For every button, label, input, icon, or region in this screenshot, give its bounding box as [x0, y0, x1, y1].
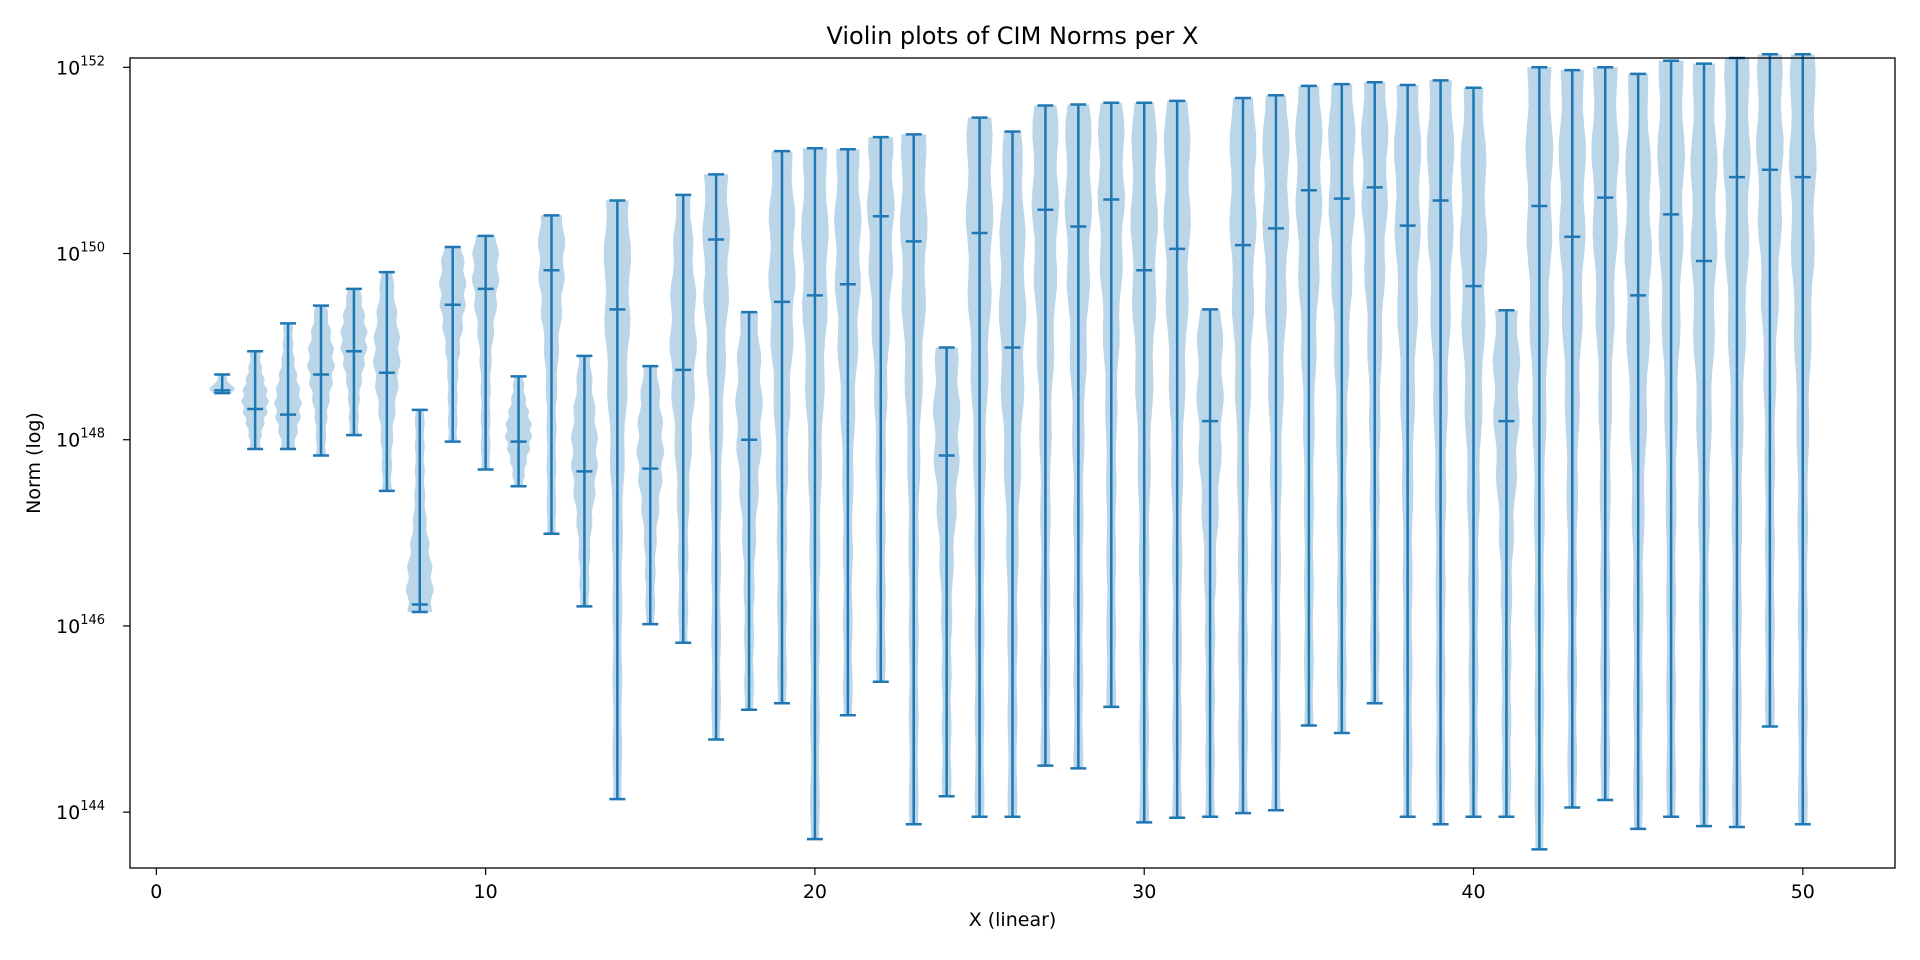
y-tick-label: 10148 — [56, 427, 105, 452]
y-tick-label: 10146 — [56, 613, 105, 638]
violin-x-19 — [768, 149, 796, 705]
violin-x-44 — [1591, 66, 1619, 802]
plot-frame — [129, 57, 1896, 869]
violin-x-8 — [406, 408, 434, 614]
violin-x-11 — [504, 375, 533, 488]
violin-x-28 — [1064, 103, 1093, 770]
violin-x-36 — [1328, 82, 1356, 735]
violin-x-37 — [1361, 80, 1389, 705]
violin-x-5 — [307, 304, 335, 457]
x-axis: 0 10 20 30 40 50 — [150, 868, 1815, 903]
violin-x-25 — [965, 116, 994, 819]
violin-x-41 — [1492, 309, 1521, 819]
violin-x-3 — [241, 350, 269, 451]
violin-x-10 — [472, 234, 500, 471]
violin-series — [208, 53, 1817, 851]
x-tick-label: 0 — [150, 881, 162, 903]
x-tick-label: 30 — [1132, 881, 1156, 903]
x-tick-label: 20 — [803, 881, 827, 903]
x-tick-label: 50 — [1791, 881, 1815, 903]
violin-x-42 — [1525, 66, 1554, 851]
y-axis-title: Norm (log) — [23, 412, 45, 514]
violin-x-22 — [866, 135, 895, 684]
x-tick-label: 40 — [1461, 881, 1485, 903]
y-tick-label: 10150 — [56, 241, 105, 266]
violin-x-50 — [1789, 53, 1817, 826]
violin-x-27 — [1031, 104, 1060, 767]
violin-x-49 — [1756, 53, 1784, 728]
violin-x-32 — [1196, 308, 1224, 819]
violin-x-4 — [274, 322, 302, 451]
y-tick-label: 10144 — [56, 799, 105, 824]
chart-title: Violin plots of CIM Norms per X — [826, 22, 1198, 50]
violin-x-24 — [933, 346, 961, 798]
violin-x-30 — [1130, 101, 1158, 824]
violin-x-23 — [899, 133, 928, 826]
violin-x-21 — [834, 147, 862, 717]
violin-x-31 — [1163, 99, 1191, 819]
violin-x-16 — [669, 193, 697, 644]
violin-x-38 — [1394, 83, 1422, 819]
violin-x-9 — [439, 245, 467, 443]
violin-x-18 — [735, 310, 763, 711]
violin-x-17 — [702, 173, 731, 741]
violin-x-35 — [1295, 84, 1323, 727]
violin-x-29 — [1097, 101, 1125, 709]
violin-x-14 — [603, 199, 632, 801]
violin-x-45 — [1624, 72, 1652, 831]
violin-x-13 — [570, 354, 599, 608]
violin-x-12 — [537, 214, 566, 536]
y-axis: 10144 10146 10148 10150 10152 — [56, 54, 130, 824]
violin-x-15 — [636, 364, 665, 626]
violin-x-26 — [998, 130, 1027, 819]
violin-x-40 — [1459, 86, 1488, 819]
x-axis-title: X (linear) — [969, 909, 1057, 931]
violin-x-43 — [1558, 68, 1586, 809]
y-tick-label: 10152 — [56, 54, 105, 79]
violin-x-34 — [1262, 93, 1290, 812]
x-tick-label: 10 — [474, 881, 498, 903]
violin-x-46 — [1657, 59, 1686, 819]
violin-x-7 — [373, 270, 401, 493]
violin-x-39 — [1426, 79, 1455, 826]
violin-x-47 — [1690, 62, 1718, 828]
violin-x-6 — [340, 287, 368, 437]
violin-x-20 — [801, 147, 829, 841]
violin-x-2 — [208, 373, 237, 395]
violin-x-33 — [1229, 96, 1257, 815]
